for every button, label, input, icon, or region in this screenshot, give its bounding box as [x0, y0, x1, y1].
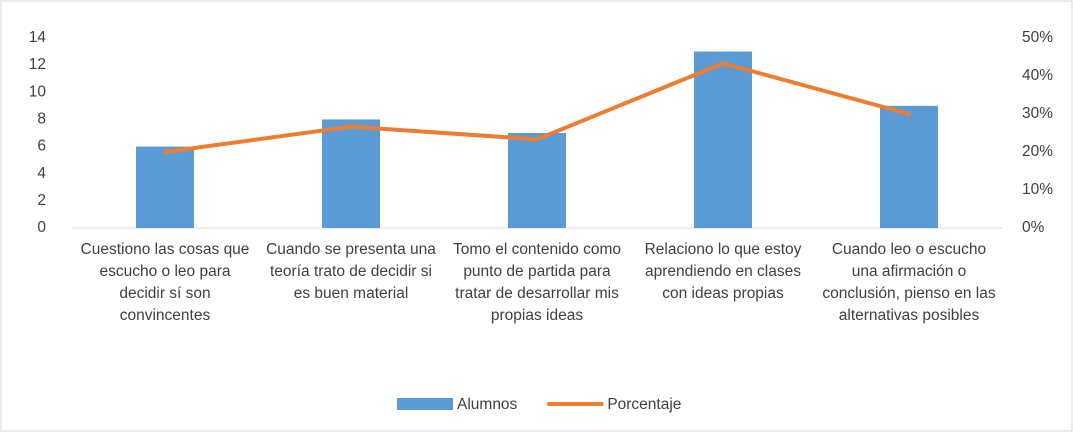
y-tick-label: 6 — [37, 138, 46, 155]
x-tick-label: Cuando leo o escucho una afirmación o conc… — [822, 241, 995, 324]
y-tick-label: 0 — [37, 219, 46, 236]
y2-tick-label: 50% — [1022, 29, 1053, 46]
x-tick-label: Cuando se presenta una teoría trato de de… — [266, 241, 436, 302]
y2-tick-label: 30% — [1022, 105, 1053, 122]
y2-tick-label: 0% — [1022, 219, 1045, 236]
y-tick-label: 8 — [37, 111, 46, 128]
y-tick-label: 2 — [37, 192, 46, 209]
y-tick-label: 10 — [29, 83, 47, 100]
legend-label: Alumnos — [457, 396, 518, 413]
line — [163, 61, 911, 154]
y-tick-label: 14 — [29, 29, 47, 46]
bar — [508, 133, 566, 228]
y2-tick-label: 40% — [1022, 67, 1053, 84]
bar — [136, 146, 194, 228]
x-tick-label: Cuestiono las cosas que escucho o leo par… — [81, 241, 250, 324]
x-tick-label: Relaciono lo que estoy aprendiendo en cla… — [645, 241, 802, 302]
y-tick-label: 4 — [37, 165, 46, 182]
y2-tick-label: 20% — [1022, 143, 1053, 160]
legend-swatch — [397, 398, 453, 410]
bar — [694, 51, 752, 229]
y2-tick-label: 10% — [1022, 181, 1053, 198]
x-tick-label: Tomo el contenido como punto de partida p… — [453, 241, 621, 324]
bar — [880, 105, 938, 228]
legend-label: Porcentaje — [607, 396, 681, 413]
y-tick-label: 12 — [29, 56, 46, 73]
bar — [322, 119, 380, 228]
